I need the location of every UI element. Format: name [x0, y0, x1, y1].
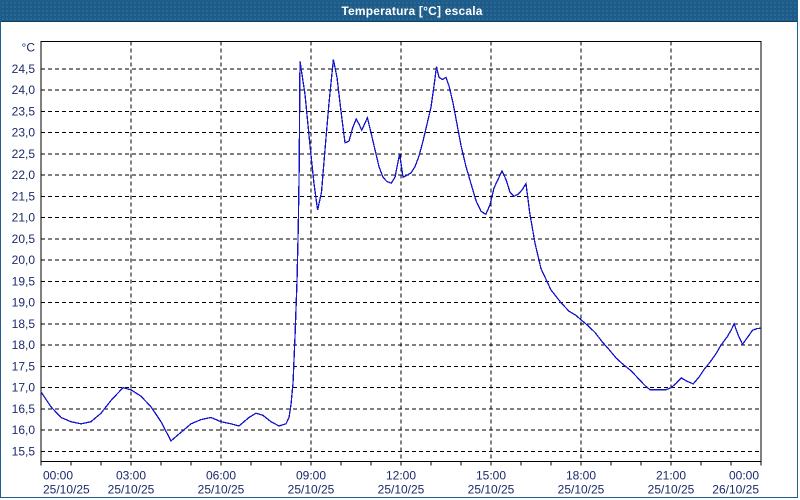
svg-text:15,5: 15,5: [12, 444, 36, 458]
svg-text:20,5: 20,5: [12, 232, 36, 246]
svg-text:25/10/25: 25/10/25: [468, 482, 515, 496]
svg-text:25/10/25: 25/10/25: [558, 482, 605, 496]
svg-text:25/10/25: 25/10/25: [288, 482, 335, 496]
svg-text:17,0: 17,0: [12, 381, 36, 395]
svg-text:18,0: 18,0: [12, 338, 36, 352]
svg-text:12:00: 12:00: [386, 468, 416, 482]
svg-text:09:00: 09:00: [296, 468, 326, 482]
svg-text:16,5: 16,5: [12, 402, 36, 416]
svg-text:25/10/25: 25/10/25: [43, 482, 90, 496]
svg-text:19,5: 19,5: [12, 274, 36, 288]
svg-text:06:00: 06:00: [206, 468, 236, 482]
svg-text:16,0: 16,0: [12, 423, 36, 437]
svg-text:18,5: 18,5: [12, 317, 36, 331]
svg-text:15:00: 15:00: [476, 468, 506, 482]
svg-text:18:00: 18:00: [566, 468, 596, 482]
svg-text:00:00: 00:00: [729, 468, 759, 482]
svg-text:21,5: 21,5: [12, 189, 36, 203]
svg-text:23,5: 23,5: [12, 104, 36, 118]
svg-text:17,5: 17,5: [12, 359, 36, 373]
svg-text:26/10/25: 26/10/25: [712, 482, 759, 496]
svg-text:25/10/25: 25/10/25: [378, 482, 425, 496]
svg-text:22,5: 22,5: [12, 147, 36, 161]
svg-text:23,0: 23,0: [12, 126, 36, 140]
svg-text:24,0: 24,0: [12, 83, 36, 97]
svg-text:24,5: 24,5: [12, 62, 36, 76]
svg-text:19,0: 19,0: [12, 296, 36, 310]
svg-text:25/10/25: 25/10/25: [108, 482, 155, 496]
svg-text:03:00: 03:00: [116, 468, 146, 482]
svg-text:25/10/25: 25/10/25: [648, 482, 695, 496]
svg-text:°C: °C: [22, 40, 36, 54]
svg-text:25/10/25: 25/10/25: [198, 482, 245, 496]
svg-text:00:00: 00:00: [43, 468, 73, 482]
svg-text:21,0: 21,0: [12, 211, 36, 225]
svg-text:20,0: 20,0: [12, 253, 36, 267]
svg-text:22,0: 22,0: [12, 168, 36, 182]
svg-text:21:00: 21:00: [656, 468, 686, 482]
